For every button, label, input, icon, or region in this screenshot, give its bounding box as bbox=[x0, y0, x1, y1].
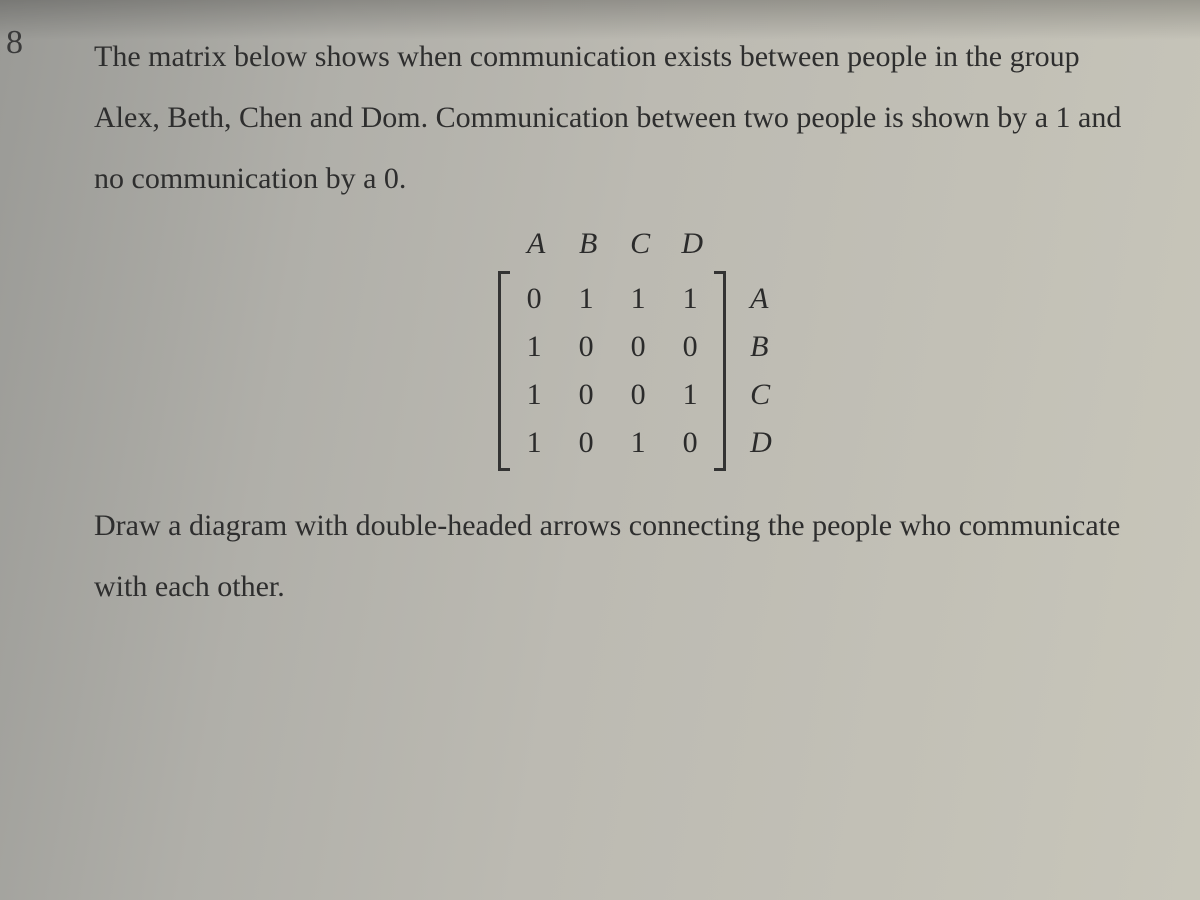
matrix-cell: 0 bbox=[664, 332, 716, 362]
matrix-cell: 0 bbox=[508, 284, 560, 314]
matrix-cell: 0 bbox=[560, 380, 612, 410]
matrix-container: A B C D 0 1 1 1 1 bbox=[94, 229, 1170, 473]
intro-line-1: The matrix below shows when communicatio… bbox=[94, 28, 1170, 85]
matrix-row: 1 0 1 0 bbox=[508, 419, 716, 467]
col-label-d: D bbox=[666, 229, 718, 259]
row-label-b: B bbox=[750, 323, 772, 371]
col-label-c: C bbox=[614, 229, 666, 259]
col-label-a: A bbox=[510, 229, 562, 259]
matrix-grid: 0 1 1 1 1 0 0 0 1 0 bbox=[506, 269, 718, 473]
row-label-a: A bbox=[750, 275, 772, 323]
matrix-cell: 1 bbox=[664, 380, 716, 410]
bracket-right bbox=[718, 269, 732, 473]
bracket-left bbox=[492, 269, 506, 473]
matrix-col-headers: A B C D bbox=[510, 229, 772, 259]
instruction: Draw a diagram with double-headed arrows… bbox=[94, 497, 1170, 615]
matrix-cell: 1 bbox=[560, 284, 612, 314]
matrix-body: 0 1 1 1 1 0 0 0 1 0 bbox=[492, 269, 772, 473]
matrix-row: 0 1 1 1 bbox=[508, 275, 716, 323]
matrix-cell: 1 bbox=[508, 332, 560, 362]
intro-line-2: Alex, Beth, Chen and Dom. Communication … bbox=[94, 89, 1170, 146]
matrix-row: 1 0 0 1 bbox=[508, 371, 716, 419]
instruction-line-1: Draw a diagram with double-headed arrows… bbox=[94, 497, 1170, 554]
matrix-cell: 0 bbox=[560, 428, 612, 458]
matrix-cell: 0 bbox=[560, 332, 612, 362]
matrix-cell: 0 bbox=[664, 428, 716, 458]
col-label-b: B bbox=[562, 229, 614, 259]
matrix-row: 1 0 0 0 bbox=[508, 323, 716, 371]
matrix-cell: 1 bbox=[612, 428, 664, 458]
instruction-line-2: with each other. bbox=[94, 558, 1170, 615]
matrix-row-labels: A B C D bbox=[732, 269, 772, 473]
matrix-cell: 1 bbox=[508, 380, 560, 410]
matrix-cell: 0 bbox=[612, 332, 664, 362]
row-label-d: D bbox=[750, 419, 772, 467]
matrix-cell: 1 bbox=[664, 284, 716, 314]
question-number: 8 bbox=[6, 24, 23, 62]
matrix-cell: 1 bbox=[508, 428, 560, 458]
matrix-cell: 0 bbox=[612, 380, 664, 410]
row-label-c: C bbox=[750, 371, 772, 419]
page: 8 The matrix below shows when communicat… bbox=[0, 0, 1200, 615]
matrix: A B C D 0 1 1 1 1 bbox=[492, 229, 772, 473]
question-body: The matrix below shows when communicatio… bbox=[94, 28, 1170, 615]
intro-line-3: no communication by a 0. bbox=[94, 150, 1170, 207]
matrix-cell: 1 bbox=[612, 284, 664, 314]
